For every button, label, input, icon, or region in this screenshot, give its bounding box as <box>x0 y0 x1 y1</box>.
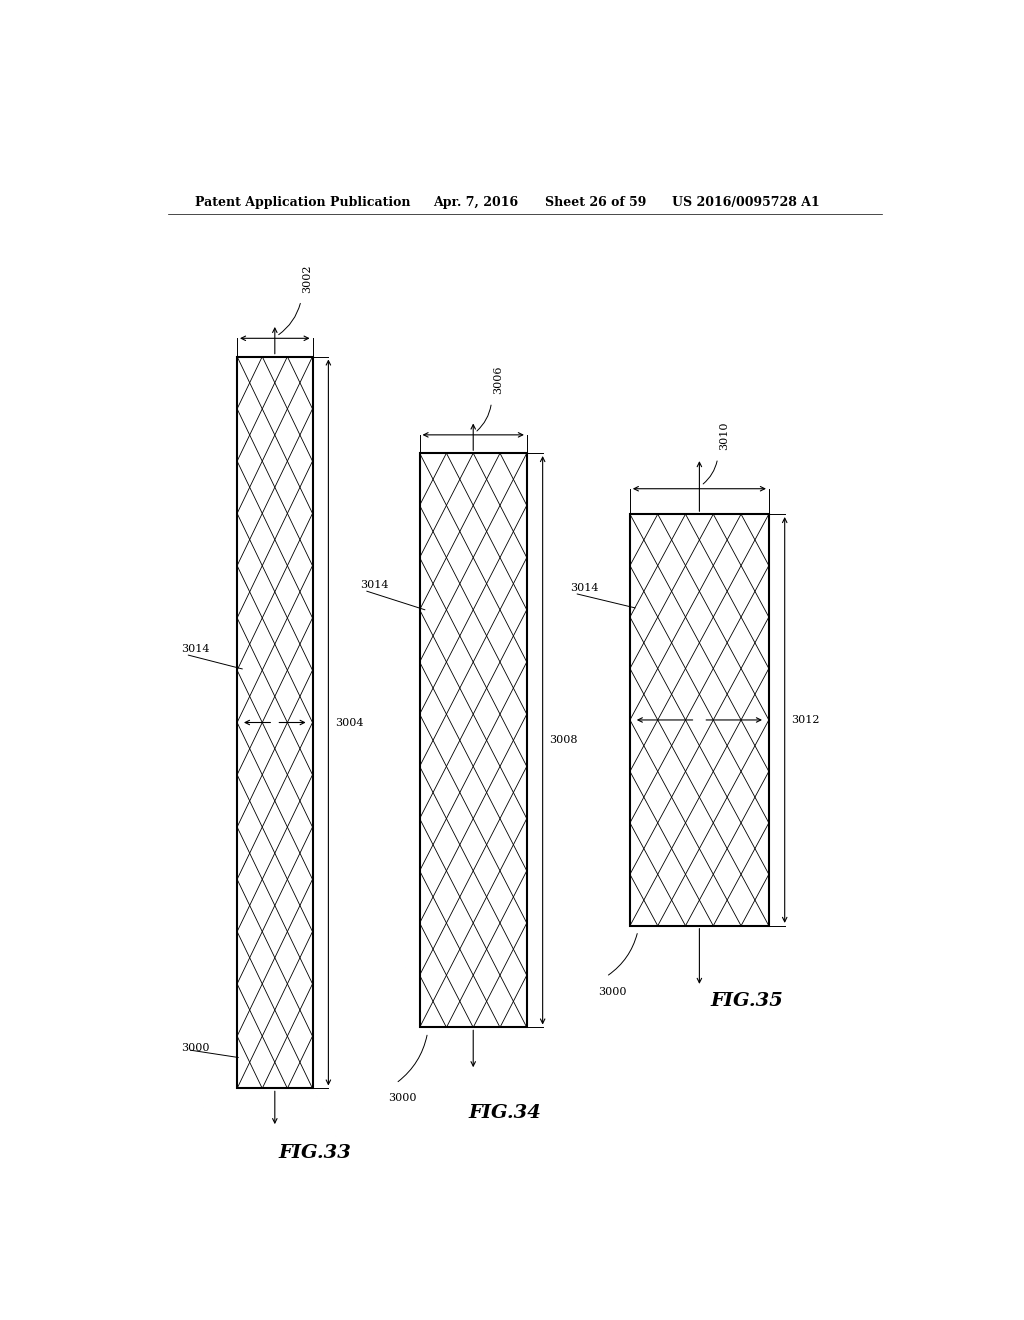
Bar <box>420 453 526 1027</box>
Text: 3014: 3014 <box>360 581 389 590</box>
Text: Patent Application Publication: Patent Application Publication <box>196 195 411 209</box>
Text: FIG.34: FIG.34 <box>469 1104 542 1122</box>
Text: Sheet 26 of 59: Sheet 26 of 59 <box>545 195 646 209</box>
Bar <box>238 356 312 1089</box>
Text: 3014: 3014 <box>181 644 210 655</box>
Bar <box>630 515 769 925</box>
Text: 3012: 3012 <box>792 715 819 725</box>
Text: 3000: 3000 <box>598 987 627 997</box>
Text: Apr. 7, 2016: Apr. 7, 2016 <box>433 195 519 209</box>
Text: 3000: 3000 <box>181 1043 210 1053</box>
Text: 3004: 3004 <box>335 718 364 727</box>
Text: FIG.33: FIG.33 <box>279 1144 351 1163</box>
Text: 3010: 3010 <box>719 421 729 450</box>
Text: FIG.35: FIG.35 <box>711 991 783 1010</box>
Bar <box>630 515 769 925</box>
Text: US 2016/0095728 A1: US 2016/0095728 A1 <box>672 195 819 209</box>
Text: 3006: 3006 <box>494 366 503 395</box>
Text: 3014: 3014 <box>570 583 599 593</box>
Text: 3000: 3000 <box>388 1093 417 1104</box>
Text: 3002: 3002 <box>303 264 312 293</box>
Text: 3008: 3008 <box>549 735 578 746</box>
Bar <box>420 453 526 1027</box>
Bar <box>238 356 312 1089</box>
